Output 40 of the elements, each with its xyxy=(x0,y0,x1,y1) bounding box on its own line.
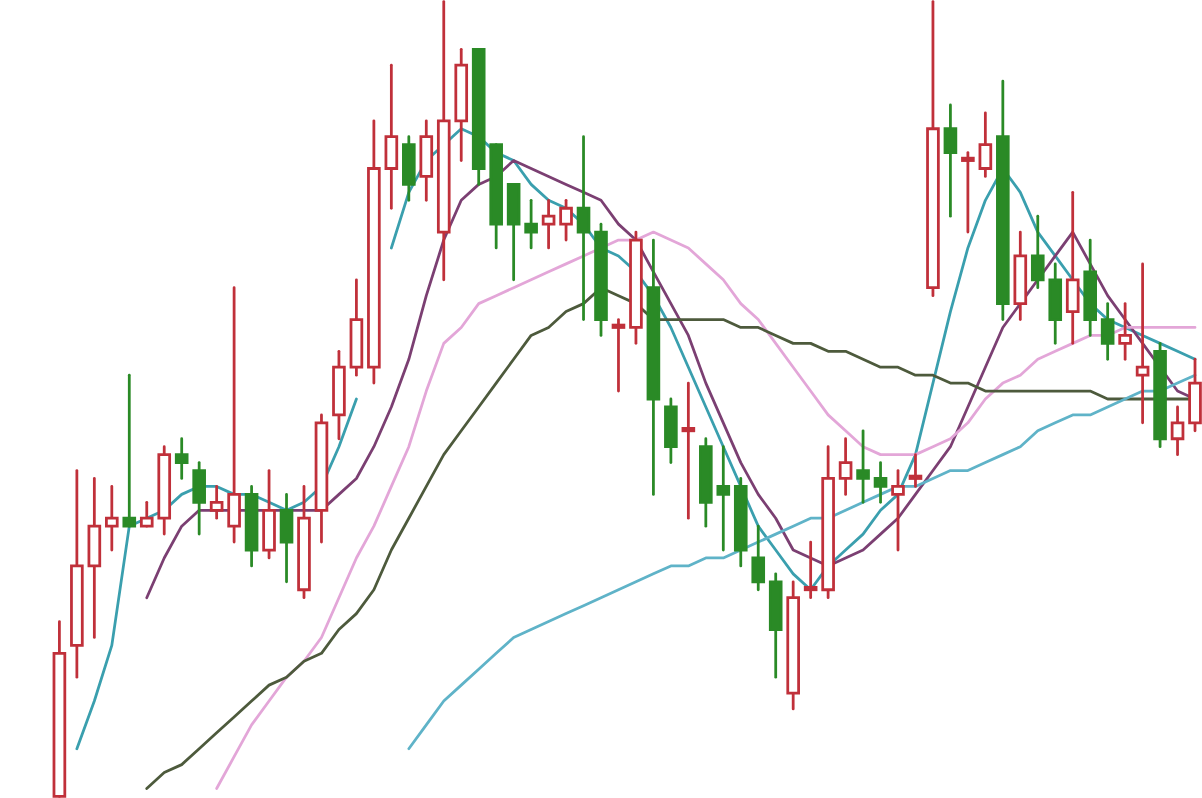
candlestick xyxy=(105,485,119,552)
candlestick xyxy=(821,445,835,600)
candlestick xyxy=(873,461,888,504)
candlestick xyxy=(349,278,364,377)
candlestick xyxy=(576,135,591,321)
candlestick xyxy=(838,437,853,496)
candlestick xyxy=(943,103,958,218)
candlestick xyxy=(524,198,538,250)
candlestick xyxy=(908,453,923,488)
candlestick xyxy=(1013,230,1028,321)
candlestick xyxy=(367,119,381,385)
candlestick xyxy=(1083,238,1097,337)
candlestick xyxy=(279,492,294,584)
candlestick xyxy=(1118,302,1132,361)
candlestick xyxy=(856,429,870,504)
candlestick xyxy=(1135,262,1150,425)
candlestick xyxy=(87,477,102,639)
candlestick xyxy=(174,437,189,480)
candlestick xyxy=(1100,302,1115,361)
candlestick xyxy=(244,485,259,568)
candlestick xyxy=(996,79,1010,321)
candlestick xyxy=(751,524,766,592)
candlestick xyxy=(541,198,556,250)
candlestick xyxy=(70,469,84,679)
candlestick xyxy=(733,477,748,568)
candlestick xyxy=(786,580,800,711)
candlestick xyxy=(681,381,696,520)
candlestick xyxy=(803,540,818,600)
candlestick xyxy=(1065,190,1080,345)
candlestick xyxy=(419,119,434,202)
candlestick xyxy=(192,461,206,536)
candlestick xyxy=(402,135,416,202)
candlestick xyxy=(1170,405,1185,457)
candlestick xyxy=(646,238,661,496)
candlestick xyxy=(978,111,993,178)
candlestick xyxy=(314,413,329,544)
candlestick xyxy=(664,397,678,464)
candlestick xyxy=(384,63,399,210)
candlestick xyxy=(209,485,224,520)
candlestick xyxy=(768,572,783,679)
